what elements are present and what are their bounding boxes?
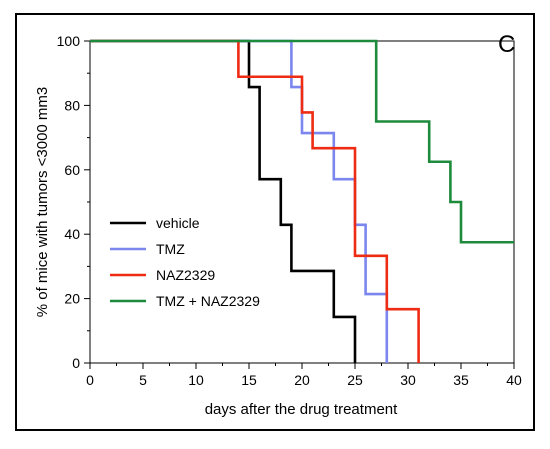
y-tick-label: 0 bbox=[72, 355, 80, 371]
x-tick-label: 20 bbox=[294, 372, 310, 388]
x-tick-label: 5 bbox=[139, 372, 147, 388]
legend-label: TMZ bbox=[156, 241, 185, 257]
x-tick-label: 10 bbox=[188, 372, 204, 388]
series-line-vehicle bbox=[90, 39, 357, 363]
figure-frame bbox=[15, 13, 535, 431]
y-axis-label: % of mice with tumors <3000 mm3 bbox=[34, 87, 51, 318]
y-tick-label: 20 bbox=[64, 291, 80, 307]
legend-label: NAZ2329 bbox=[156, 267, 215, 283]
series-layer bbox=[90, 39, 514, 363]
x-tick-label: 25 bbox=[347, 372, 363, 388]
x-tick-label: 30 bbox=[400, 372, 416, 388]
legend-label: TMZ + NAZ2329 bbox=[156, 293, 260, 309]
y-tick-label: 60 bbox=[64, 162, 80, 178]
x-tick-label: 35 bbox=[453, 372, 469, 388]
x-tick-label: 0 bbox=[86, 372, 94, 388]
x-tick-label: 40 bbox=[506, 372, 522, 388]
legend-label: vehicle bbox=[156, 215, 200, 231]
series-line-tmz-naz2329 bbox=[90, 39, 514, 244]
x-tick-label: 15 bbox=[241, 372, 257, 388]
panel-letter: C bbox=[498, 31, 515, 58]
y-tick-label: 80 bbox=[64, 97, 80, 113]
axes: 0 5 10 15 20 25 30 35 40 0 20 40 60 80 100 bbox=[57, 33, 522, 388]
series-line-naz2329 bbox=[90, 39, 420, 363]
legend: vehicle TMZ NAZ2329 TMZ + NAZ2329 bbox=[110, 215, 260, 309]
y-tick-label: 100 bbox=[57, 33, 81, 49]
y-tick-label: 40 bbox=[64, 226, 80, 242]
series-line-tmz bbox=[90, 39, 389, 363]
x-axis-label: days after the drug treatment bbox=[205, 401, 398, 418]
